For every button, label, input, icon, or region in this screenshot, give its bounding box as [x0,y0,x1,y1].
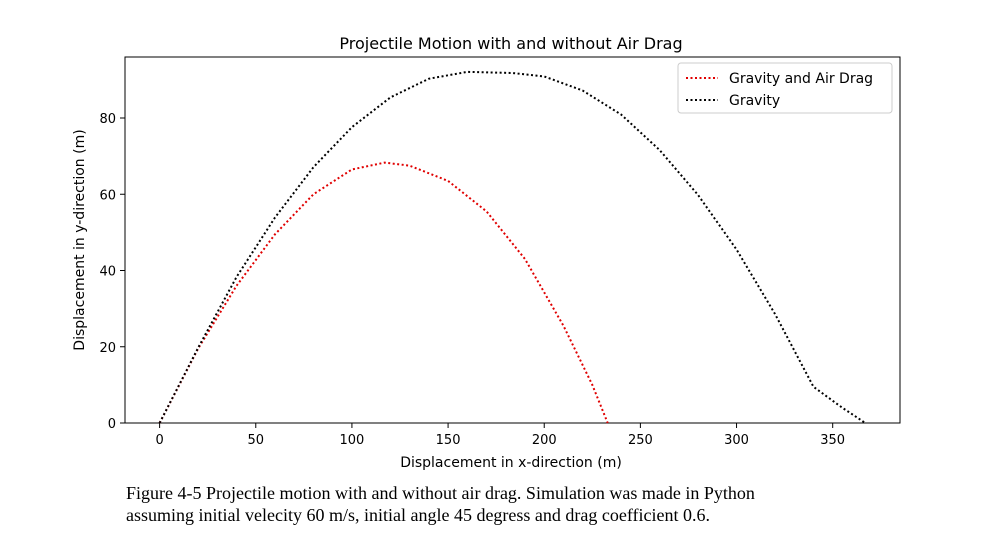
x-tick-label: 150 [436,433,461,448]
y-tick-label: 80 [99,112,116,127]
y-tick-label: 60 [99,188,116,203]
series-line-gravity-and-drag [158,161,609,424]
y-tick-label: 20 [99,341,116,356]
caption-line-2: assuming initial velecity 60 m/s, initia… [126,505,711,525]
x-tick-label: 350 [820,433,845,448]
projectile-chart: Projectile Motion with and without Air D… [72,34,901,471]
x-tick-label: 200 [532,433,557,448]
y-axis-ticks: 0 20 40 60 80 [99,112,125,432]
y-tick-label: 0 [108,417,116,432]
x-tick-label: 250 [628,433,653,448]
chart-title: Projectile Motion with and without Air D… [339,34,682,53]
caption-line-1: Figure 4-5 Projectile motion with and wi… [126,483,755,503]
x-tick-label: 300 [724,433,749,448]
y-tick-label: 40 [99,265,116,280]
y-axis-label: Displacement in y-direction (m) [72,129,88,350]
legend-label-gravity: Gravity [729,93,780,109]
figure-caption: Figure 4-5 Projectile motion with and wi… [126,482,946,526]
series-layer [158,70,866,424]
legend-box [677,62,893,114]
x-tick-label: 0 [155,433,163,448]
legend: Gravity and Air Drag Gravity [677,62,893,114]
x-axis-label: Displacement in x-direction (m) [400,455,622,471]
plot-area [124,56,901,424]
x-tick-label: 50 [247,433,264,448]
legend-label-drag: Gravity and Air Drag [729,71,873,87]
x-axis-ticks: 0 50 100 150 200 250 300 350 [155,423,845,448]
x-tick-label: 100 [340,433,365,448]
series-line-gravity [158,70,866,424]
